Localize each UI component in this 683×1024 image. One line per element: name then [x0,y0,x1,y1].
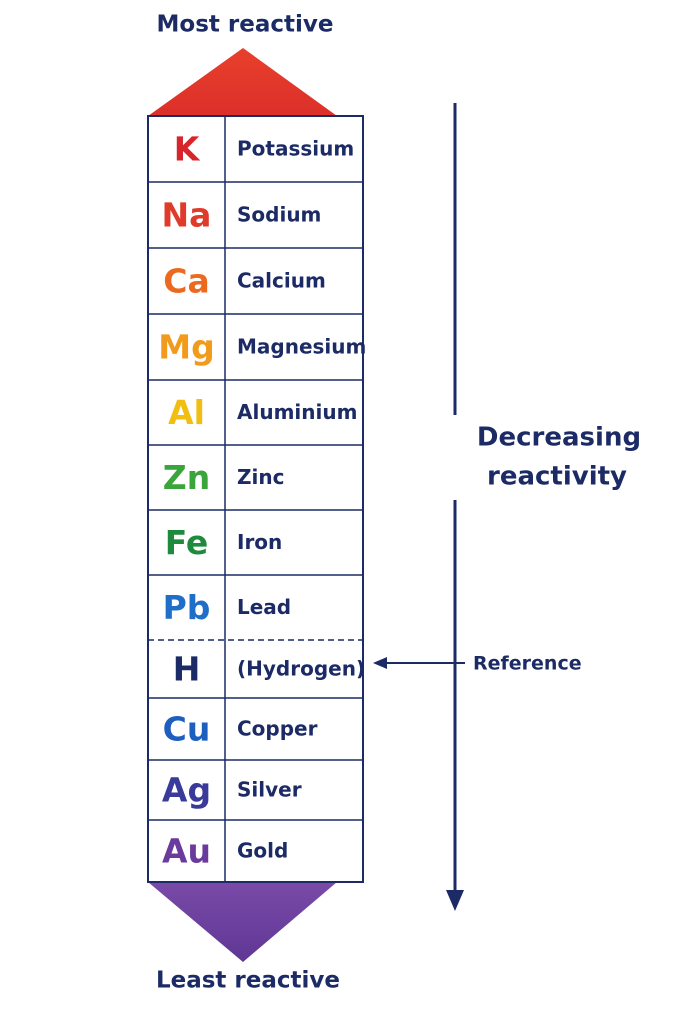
element-name: Lead [237,595,291,619]
element-name: Iron [237,530,282,554]
top-triangle [148,48,337,116]
bottom-label: Least reactive [156,968,340,994]
reference-arrow-head [373,657,387,669]
side-label: reactivity [487,462,627,492]
element-symbol: Al [168,393,205,432]
table-frame [147,115,364,883]
element-name: Zinc [237,465,284,489]
element-symbol: Ag [162,771,211,810]
top-label: Most reactive [157,12,334,38]
element-name: Silver [237,778,302,802]
label-backdrop [440,415,670,500]
element-symbol: Cu [163,710,211,749]
element-name: Aluminium [237,400,357,424]
element-name: Calcium [237,269,326,293]
element-name: (Hydrogen) [237,657,365,681]
reference-label: Reference [473,653,582,675]
trend-arrow-head [446,890,464,911]
element-name: Copper [237,717,318,741]
element-symbol: Ca [163,262,210,301]
element-name: Sodium [237,203,321,227]
element-symbol: Zn [163,458,210,497]
bottom-triangle [148,882,337,962]
element-symbol: H [173,650,201,689]
element-name: Potassium [237,137,354,161]
side-label: Decreasing [477,423,641,453]
element-table: K Potassium Na Sodium Ca Calcium Mg Magnesium Al… [147,115,366,883]
element-name: Gold [237,839,288,863]
element-symbol: Au [162,832,211,871]
element-name: Magnesium [237,335,366,359]
element-symbol: Pb [163,588,211,627]
element-symbol: Mg [158,328,214,367]
element-symbol: Fe [165,523,209,562]
element-symbol: Na [162,196,212,235]
element-symbol: K [174,130,201,169]
